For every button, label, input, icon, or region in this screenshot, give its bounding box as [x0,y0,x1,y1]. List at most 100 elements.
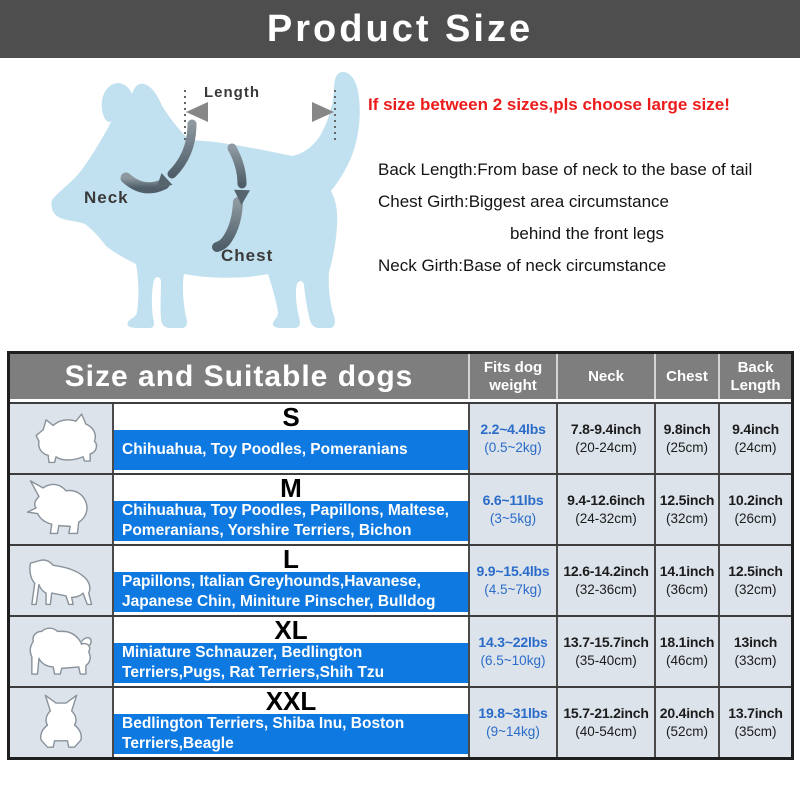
size-and-breeds-cell: XL Miniature Schnauzer, Bedlington Terri… [112,617,468,686]
chest-label: Chest [221,246,274,265]
weight-cell: 2.2~4.4lbs (0.5~2kg) [468,404,556,473]
breed-image-cell [10,688,112,757]
weight-lbs: 14.3~22lbs [478,633,548,650]
back-length-cell: 12.5inch (32cm) [718,546,791,615]
neck-cm: (32-36cm) [575,581,637,597]
chest-cell: 9.8inch (25cm) [654,404,718,473]
greyhound-icon [29,558,93,605]
weight-lbs: 9.9~15.4lbs [476,562,550,579]
suitable-breeds: Miniature Schnauzer, Bedlington Terriers… [114,643,468,683]
size-label: M [280,473,302,503]
size-row: M Chihuahua, Toy Poodles, Papillons, Mal… [10,473,791,544]
size-label: L [283,544,299,574]
chest-cm: (25cm) [665,439,708,455]
header-size-suitable-dogs: Size and Suitable dogs [64,359,414,393]
chest-arrow [227,143,247,189]
chest-cm: (52cm) [665,723,708,739]
suitable-breeds: Chihuahua, Toy Poodles, Pomeranians [114,430,468,470]
chest-girth-description-line2: behind the front legs [509,224,665,243]
back-length-cell: 9.4inch (24cm) [718,404,791,473]
header-fits-dog-weight: Fits dog weight [468,354,556,399]
weight-lbs: 19.8~31lbs [478,704,548,721]
neck-inch: 12.6-14.2inch [563,562,649,579]
chest-cm: (32cm) [665,510,708,526]
breed-image-cell [10,617,112,686]
weight-cell: 9.9~15.4lbs (4.5~7kg) [468,546,556,615]
back-inch: 10.2inch [728,491,783,508]
neck-inch: 7.8-9.4inch [570,420,642,437]
size-row: XXL Bedlington Terriers, Shiba Inu, Bost… [10,686,791,757]
neck-cm: (40-54cm) [575,723,637,739]
neck-cm: (35-40cm) [575,652,637,668]
chest-cm: (46cm) [665,652,708,668]
weight-kg: (3~5kg) [489,510,537,526]
header-back-length: Back Length [718,354,791,399]
neck-cell: 15.7-21.2inch (40-54cm) [556,688,654,757]
chest-cell: 14.1inch (36cm) [654,546,718,615]
size-row: L Papillons, Italian Greyhounds,Havanese… [10,544,791,615]
weight-kg: (4.5~7kg) [484,581,542,597]
back-cm: (26cm) [734,510,777,526]
neck-cell: 9.4-12.6inch (24-32cm) [556,475,654,544]
boston-terrier-icon [40,694,82,748]
back-cm: (24cm) [734,439,777,455]
papillon-icon [26,479,88,534]
dog-measurement-illustration [51,72,360,328]
chest-inch: 14.1inch [659,562,715,579]
back-inch: 9.4inch [732,420,779,437]
neck-arrowhead [156,173,173,190]
size-row: S Chihuahua, Toy Poodles, Pomeranians 2.… [10,402,791,473]
length-arrowhead-right [312,102,334,122]
weight-cell: 6.6~11lbs (3~5kg) [468,475,556,544]
chest-inch: 20.4inch [659,704,715,721]
neck-cell: 7.8-9.4inch (20-24cm) [556,404,654,473]
neck-girth-description: Neck Girth:Base of neck circumstance [378,256,667,275]
neck-label: Neck [84,188,129,207]
chest-cm: (36cm) [665,581,708,597]
pug-icon [29,626,92,675]
weight-cell: 19.8~31lbs (9~14kg) [468,688,556,757]
back-cm: (35cm) [734,723,777,739]
chest-arrowhead [234,189,250,205]
size-label: XL [274,615,308,645]
back-length-cell: 13inch (33cm) [718,617,791,686]
pomeranian-icon [35,412,98,463]
size-label: XXL [265,686,317,716]
neck-inch: 9.4-12.6inch [567,491,645,508]
back-length-description: Back Length:From base of neck to the bas… [378,160,753,179]
suitable-breeds: Papillons, Italian Greyhounds,Havanese, … [114,572,468,612]
chest-inch: 9.8inch [663,420,711,437]
breed-image-cell [10,546,112,615]
dog-silhouette [51,72,360,328]
neck-cm: (24-32cm) [575,510,637,526]
weight-kg: (0.5~2kg) [484,439,542,455]
chest-inch: 18.1inch [659,633,715,650]
back-inch: 12.5inch [728,562,783,579]
neck-inch: 15.7-21.2inch [563,704,649,721]
chest-inch: 12.5inch [659,491,715,508]
size-and-breeds-cell: XXL Bedlington Terriers, Shiba Inu, Bost… [112,688,468,757]
suitable-breeds: Chihuahua, Toy Poodles, Papillons, Malte… [114,501,468,541]
size-advice-note: If size between 2 sizes,pls choose large… [368,95,730,114]
chest-strap [212,197,243,252]
length-arrowhead-left [186,102,208,122]
title-banner: Product Size [0,0,800,58]
header-neck: Neck [556,354,654,399]
length-label: Length [204,84,260,101]
weight-kg: (6.5~10kg) [480,652,546,668]
table-body: S Chihuahua, Toy Poodles, Pomeranians 2.… [10,402,791,757]
page-title: Product Size [266,7,534,50]
back-length-cell: 10.2inch (26cm) [718,475,791,544]
back-inch: 13.7inch [728,704,783,721]
header-chest: Chest [654,354,718,399]
back-cm: (33cm) [734,652,777,668]
neck-cm: (20-24cm) [575,439,637,455]
neck-cell: 13.7-15.7inch (35-40cm) [556,617,654,686]
chest-cell: 18.1inch (46cm) [654,617,718,686]
size-label: S [282,402,300,432]
size-and-breeds-cell: M Chihuahua, Toy Poodles, Papillons, Mal… [112,475,468,544]
back-length-cell: 13.7inch (35cm) [718,688,791,757]
weight-lbs: 6.6~11lbs [482,491,544,508]
weight-cell: 14.3~22lbs (6.5~10kg) [468,617,556,686]
